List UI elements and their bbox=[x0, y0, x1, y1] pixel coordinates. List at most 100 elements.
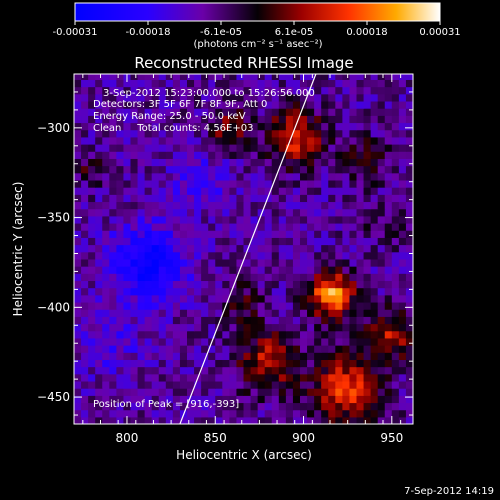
heatmap-cell bbox=[363, 230, 372, 238]
heatmap-cell bbox=[243, 172, 252, 181]
heatmap-cell bbox=[314, 409, 322, 418]
heatmap-cell bbox=[144, 194, 153, 203]
heatmap-cell bbox=[314, 172, 322, 181]
heatmap-cell bbox=[363, 144, 372, 152]
heatmap-cell bbox=[356, 395, 365, 404]
heatmap-cell bbox=[194, 74, 202, 80]
heatmap-cell bbox=[300, 136, 308, 145]
heatmap-cell bbox=[88, 388, 96, 396]
heatmap-cell bbox=[222, 100, 230, 109]
heatmap-cell bbox=[187, 151, 195, 159]
heatmap-cell bbox=[102, 165, 110, 174]
heatmap-cell bbox=[278, 287, 287, 296]
heatmap-cell bbox=[236, 215, 245, 224]
heatmap-cell bbox=[278, 215, 287, 224]
heatmap-cell bbox=[257, 144, 266, 152]
heatmap-cell bbox=[116, 86, 125, 95]
heatmap-cell bbox=[250, 294, 259, 303]
heatmap-cell bbox=[300, 222, 308, 231]
heatmap-cell bbox=[165, 86, 174, 95]
heatmap-cell bbox=[144, 230, 153, 238]
heatmap-cell bbox=[349, 108, 358, 116]
heatmap-cell bbox=[194, 251, 202, 260]
heatmap-cell bbox=[172, 416, 181, 424]
heatmap-cell bbox=[116, 187, 125, 195]
heatmap-cell bbox=[74, 258, 82, 267]
heatmap-cell bbox=[321, 86, 329, 95]
heatmap-cell bbox=[88, 222, 96, 231]
heatmap-cell bbox=[384, 215, 393, 224]
heatmap-cell bbox=[349, 395, 358, 404]
heatmap-cell bbox=[370, 151, 379, 159]
heatmap-cell bbox=[165, 316, 174, 325]
heatmap-cell bbox=[194, 402, 202, 411]
heatmap-cell bbox=[229, 230, 238, 238]
heatmap-cell bbox=[391, 230, 400, 238]
heatmap-cell bbox=[81, 208, 89, 217]
heatmap-cell bbox=[405, 158, 413, 167]
heatmap-cell bbox=[250, 287, 259, 296]
heatmap-cell bbox=[158, 144, 167, 152]
heatmap-cell bbox=[144, 237, 153, 246]
heatmap-cell bbox=[95, 352, 103, 360]
heatmap-cell bbox=[391, 359, 400, 368]
heatmap-cell bbox=[328, 359, 336, 368]
heatmap-cell bbox=[384, 345, 393, 353]
heatmap-cell bbox=[116, 323, 125, 332]
heatmap-cell bbox=[144, 287, 153, 296]
heatmap-cell bbox=[137, 416, 146, 424]
heatmap-cell bbox=[151, 115, 160, 124]
heatmap-cells bbox=[74, 74, 413, 424]
heatmap-cell bbox=[123, 151, 132, 159]
heatmap-cell bbox=[314, 388, 322, 396]
heatmap-cell bbox=[363, 345, 372, 353]
heatmap-cell bbox=[243, 416, 252, 424]
heatmap-cell bbox=[391, 222, 400, 231]
heatmap-cell bbox=[144, 366, 153, 375]
heatmap-cell bbox=[194, 352, 202, 360]
heatmap-cell bbox=[130, 93, 139, 102]
heatmap-cell bbox=[363, 237, 372, 246]
heatmap-cell bbox=[130, 330, 139, 339]
heatmap-cell bbox=[264, 416, 273, 424]
heatmap-cell bbox=[194, 244, 202, 253]
heatmap-cell bbox=[328, 179, 336, 188]
heatmap-cell bbox=[222, 309, 230, 317]
heatmap-cell bbox=[95, 395, 103, 404]
heatmap-cell bbox=[342, 122, 351, 131]
heatmap-cell bbox=[158, 395, 167, 404]
heatmap-cell bbox=[349, 86, 358, 95]
heatmap-cell bbox=[208, 208, 216, 217]
heatmap-cell bbox=[377, 179, 386, 188]
heatmap-cell bbox=[300, 366, 308, 375]
heatmap-cell bbox=[130, 74, 139, 80]
heatmap-cell bbox=[356, 237, 365, 246]
heatmap-cell bbox=[81, 222, 89, 231]
heatmap-cell bbox=[342, 194, 351, 203]
heatmap-cell bbox=[250, 373, 259, 382]
heatmap-cell bbox=[130, 380, 139, 389]
heatmap-cell bbox=[307, 301, 315, 310]
heatmap-cell bbox=[158, 230, 167, 238]
heatmap-cell bbox=[137, 79, 146, 88]
heatmap-cell bbox=[236, 136, 245, 145]
heatmap-cell bbox=[130, 366, 139, 375]
heatmap-cell bbox=[292, 373, 301, 382]
heatmap-cell bbox=[335, 129, 343, 138]
heatmap-cell bbox=[391, 273, 400, 282]
heatmap-cell bbox=[363, 222, 372, 231]
heatmap-cell bbox=[137, 179, 146, 188]
heatmap-cell bbox=[172, 380, 181, 389]
heatmap-cell bbox=[74, 266, 82, 274]
heatmap-cell bbox=[271, 115, 280, 124]
heatmap-cell bbox=[130, 258, 139, 267]
heatmap-cell bbox=[292, 287, 301, 296]
heatmap-cell bbox=[229, 74, 238, 80]
heatmap-cell bbox=[194, 215, 202, 224]
heatmap-cell bbox=[208, 380, 216, 389]
heatmap-cell bbox=[179, 237, 188, 246]
heatmap-cell bbox=[335, 352, 343, 360]
heatmap-cell bbox=[243, 115, 252, 124]
heatmap-cell bbox=[88, 93, 96, 102]
heatmap-cell bbox=[349, 373, 358, 382]
